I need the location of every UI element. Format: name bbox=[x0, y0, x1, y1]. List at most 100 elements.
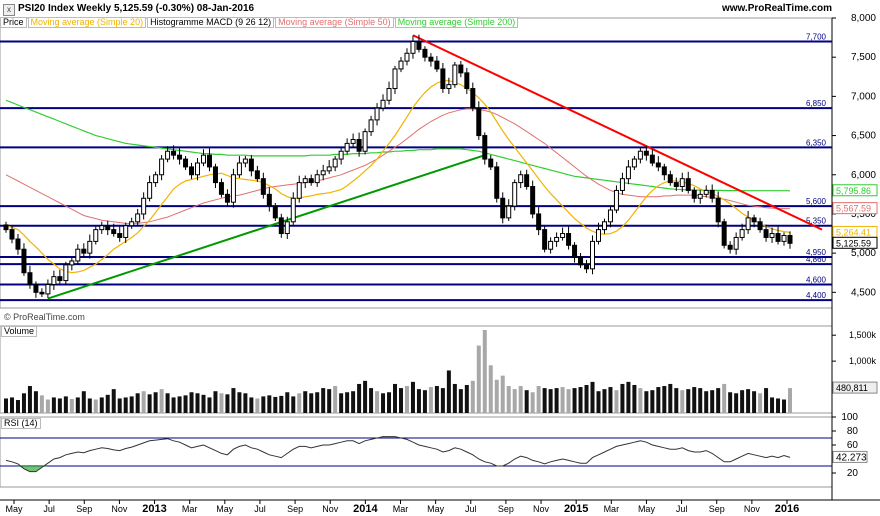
volume-bar bbox=[512, 389, 517, 413]
value-tag-1: 5,567.59 bbox=[836, 204, 871, 214]
volume-bar bbox=[141, 391, 146, 413]
close-icon[interactable]: x bbox=[3, 4, 15, 16]
candle-body bbox=[655, 162, 661, 168]
candle-body bbox=[272, 205, 278, 219]
volume-last-box bbox=[832, 381, 878, 394]
volume-pane-label[interactable]: Volume bbox=[1, 326, 38, 337]
candle-body bbox=[81, 248, 87, 254]
candles-group bbox=[3, 34, 793, 299]
candle-body bbox=[464, 72, 470, 90]
candle-body bbox=[625, 166, 631, 180]
candle-body bbox=[51, 276, 57, 285]
level-label-0: 7,700 bbox=[806, 33, 827, 42]
volume-bar bbox=[410, 381, 415, 413]
candle-body bbox=[248, 158, 254, 172]
volume-bar bbox=[387, 392, 392, 413]
candle-body bbox=[697, 193, 703, 199]
candle-body bbox=[284, 221, 290, 235]
candle-body bbox=[751, 217, 757, 223]
candle-body bbox=[189, 166, 195, 176]
legend-sma20[interactable]: Moving average (Simple 20) bbox=[27, 17, 147, 28]
candle-body bbox=[230, 174, 236, 203]
volume-bar bbox=[81, 391, 86, 413]
candle-body bbox=[93, 229, 99, 242]
volume-bar bbox=[566, 389, 571, 413]
volume-bar bbox=[770, 397, 775, 413]
legend-sma200[interactable]: Moving average (Simple 200) bbox=[394, 17, 519, 28]
volume-bar bbox=[99, 397, 104, 413]
x-label-22: 2016 bbox=[775, 503, 799, 515]
x-label-12: May bbox=[427, 504, 445, 514]
rsi-tick-0: 100 bbox=[841, 412, 858, 423]
volume-bar bbox=[4, 398, 8, 413]
candle-body bbox=[159, 158, 165, 176]
legend-price[interactable]: Price bbox=[0, 17, 27, 28]
volume-bar bbox=[422, 390, 427, 413]
candle-body bbox=[278, 217, 284, 235]
candle-body bbox=[21, 248, 27, 274]
volume-bar bbox=[782, 399, 787, 413]
volume-bar bbox=[680, 390, 685, 413]
candle-body bbox=[542, 229, 548, 250]
candle-body bbox=[673, 182, 679, 188]
volume-bar bbox=[788, 388, 792, 413]
volume-bar bbox=[716, 388, 721, 413]
volume-bar bbox=[608, 387, 613, 413]
legend-sma50[interactable]: Moving average (Simple 50) bbox=[275, 17, 394, 28]
volume-bars bbox=[4, 330, 792, 413]
candle-body bbox=[87, 240, 93, 254]
price-tick-3: 6,500 bbox=[851, 131, 876, 142]
volume-bar bbox=[644, 391, 649, 413]
candle-body bbox=[212, 166, 218, 184]
candle-body bbox=[392, 68, 398, 90]
volume-bar bbox=[159, 389, 164, 413]
sma20-line bbox=[5, 80, 791, 274]
volume-bar bbox=[153, 392, 158, 413]
candle-body bbox=[75, 248, 81, 262]
volume-tick-1: 1,000k bbox=[849, 356, 877, 366]
candle-body bbox=[27, 272, 33, 285]
volume-bar bbox=[638, 388, 643, 413]
price-tick-0: 8,000 bbox=[851, 13, 876, 24]
volume-bar bbox=[369, 388, 374, 413]
candle-body bbox=[667, 174, 673, 184]
volume-bar bbox=[249, 397, 254, 413]
rsi-last-label: 42.273 bbox=[836, 452, 867, 463]
value-tag-box-3 bbox=[832, 236, 878, 249]
candle-body bbox=[338, 150, 344, 160]
volume-bar bbox=[375, 391, 380, 413]
x-label-1: Jul bbox=[43, 504, 55, 514]
x-label-0: May bbox=[5, 504, 23, 514]
candle-body bbox=[530, 186, 536, 215]
candle-body bbox=[607, 209, 613, 223]
volume-bar bbox=[39, 395, 44, 413]
candle-body bbox=[314, 174, 320, 184]
rsi-oversold-fill bbox=[29, 466, 36, 472]
price-tick-4: 6,000 bbox=[851, 170, 876, 181]
candle-body bbox=[440, 68, 446, 90]
candle-body bbox=[739, 229, 745, 238]
volume-bar bbox=[746, 389, 751, 413]
volume-bar bbox=[650, 390, 655, 413]
candle-body bbox=[200, 154, 206, 164]
x-label-6: May bbox=[216, 504, 234, 514]
candle-body bbox=[362, 131, 368, 152]
level-label-7: 4,600 bbox=[806, 275, 827, 284]
volume-bar bbox=[285, 392, 290, 413]
volume-bar bbox=[177, 396, 182, 413]
candle-body bbox=[99, 225, 105, 231]
candle-body bbox=[123, 225, 129, 238]
x-label-15: Nov bbox=[533, 504, 550, 514]
candle-body bbox=[141, 197, 147, 215]
candle-body bbox=[380, 99, 386, 109]
volume-bar bbox=[620, 383, 625, 413]
volume-bar bbox=[225, 394, 230, 413]
volume-bar bbox=[219, 393, 224, 413]
site-link[interactable]: www.ProRealTime.com bbox=[721, 3, 832, 14]
volume-bar bbox=[315, 392, 320, 413]
volume-bar bbox=[63, 396, 68, 413]
volume-bar bbox=[339, 393, 344, 413]
rsi-pane-label[interactable]: RSI (14) bbox=[1, 418, 41, 429]
legend-macd[interactable]: Histogramme MACD (9 26 12) bbox=[147, 17, 275, 28]
candle-body bbox=[787, 235, 793, 244]
